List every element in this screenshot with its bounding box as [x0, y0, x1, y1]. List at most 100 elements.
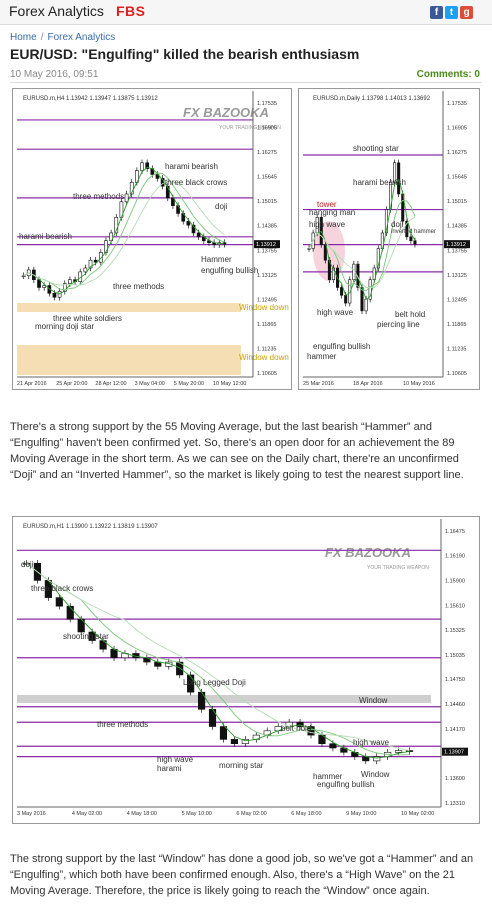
h1-x-tick-label: 10 May 02:00 [401, 811, 434, 817]
h1-candle [154, 658, 162, 670]
d-moving-average [308, 216, 416, 288]
d-y-tick-label: 1.11235 [447, 346, 466, 352]
d-y-tick-label: 1.16275 [447, 150, 467, 156]
h4-last-price-label: 1.13912 [256, 242, 276, 248]
h4-candle [62, 280, 67, 295]
h1-label-window-2: Window [361, 770, 390, 779]
h4-y-tick-label: 1.13125 [257, 273, 277, 279]
h1-label-harami: harami [157, 764, 182, 773]
h4-label-doji: doji [215, 202, 228, 211]
d-moving-average [308, 178, 416, 300]
h4-candle [114, 214, 119, 237]
comments-link[interactable]: Comments: 0 [416, 69, 480, 80]
h1-y-tick-label: 1.15900 [445, 578, 465, 584]
h4-x-tick-label: 25 Apr 20:00 [56, 381, 87, 387]
h1-candle [373, 753, 381, 765]
h4-label-harami-bearish: harami bearish [19, 232, 72, 241]
h1-y-tick-label: 1.14750 [445, 677, 465, 683]
h4-last-price-badge [254, 240, 280, 249]
h1-y-tick-label: 1.16190 [445, 553, 465, 559]
h4-window-zone-2 [17, 345, 241, 375]
d-y-tick-label: 1.17535 [447, 101, 467, 107]
article-paragraph-2: The strong support by the last “Window” … [10, 853, 474, 897]
h4-label-hammer: Hammer [201, 255, 232, 264]
d-last-price-label: 1.13912 [446, 242, 466, 248]
h1-candle [165, 658, 173, 670]
h1-y-tick-label: 1.14460 [445, 702, 465, 708]
h1-label-morning-star: morning star [219, 761, 264, 770]
d-candle [307, 245, 311, 252]
h4-moving-average [23, 181, 225, 286]
h1-watermark-sub: YOUR TRADING WEAPON [367, 565, 429, 571]
h1-candle [307, 723, 315, 739]
h4-label-window-down-1: Window down [239, 303, 289, 312]
h4-x-tick-label: 21 Apr 2016 [17, 381, 47, 387]
d-y-tick-label: 1.15645 [447, 175, 467, 181]
d-y-tick-label: 1.15015 [447, 199, 467, 205]
breadcrumb-current-link[interactable]: Forex Analytics [47, 32, 116, 43]
twitter-icon[interactable]: t [445, 6, 458, 19]
breadcrumb-home-link[interactable]: Home [10, 32, 37, 43]
breadcrumb: Home / Forex Analytics [10, 32, 115, 43]
h1-x-tick-label: 3 May 2016 [17, 811, 46, 817]
h1-y-tick-label: 1.13600 [445, 776, 465, 782]
article-title: EUR/USD: "Engulfing" killed the bearish … [10, 46, 360, 62]
h1-label-three-methods: three methods [97, 720, 148, 729]
d-candle [348, 276, 352, 307]
h1-chart: EURUSD.m,H1 1.13900 1.13922 1.13819 1.13… [17, 519, 468, 817]
d-candle [331, 264, 336, 283]
h4-label-three-methods-2: three methods [113, 282, 164, 291]
daily-label-high-wave-2: high wave [317, 308, 354, 317]
daily-label-shooting-star: shooting star [353, 144, 399, 153]
daily-label-hanging-man: hanging man [309, 208, 355, 217]
h4-y-tick-label: 1.15645 [257, 175, 277, 181]
brand-logo[interactable]: FBS [116, 3, 146, 19]
divider [10, 82, 482, 83]
h4-candle [98, 249, 103, 266]
h4-label-morning-doji-star: morning doji star [35, 322, 94, 331]
h1-label-long-legged-doji: Long Legged Doji [183, 678, 246, 687]
h1-y-tick-label: 1.15610 [445, 603, 465, 609]
h1-candle [351, 749, 359, 760]
h1-candle [362, 753, 370, 765]
h1-candle [55, 594, 63, 610]
h4-x-tick-label: 3 May 04:00 [135, 381, 165, 387]
google-plus-icon[interactable]: g [460, 6, 473, 19]
h4-chart-panel: EURUSD.m,H4 1.13942 1.13947 1.13875 1.13… [12, 88, 292, 390]
h4-y-tick-label: 1.11865 [257, 322, 276, 328]
facebook-icon[interactable]: f [430, 6, 443, 19]
h4-candle [212, 239, 216, 248]
h4-y-tick-label: 1.10605 [257, 371, 277, 377]
h1-candle [230, 736, 238, 747]
h4-candle [88, 256, 93, 272]
h1-y-tick-label: 1.15325 [445, 628, 465, 634]
h1-candle [121, 650, 129, 662]
d-candle [372, 264, 376, 283]
h1-last-price-badge [442, 747, 468, 756]
h4-moving-average [23, 172, 225, 291]
h4-candle [160, 175, 165, 190]
h1-y-tick-label: 1.13310 [445, 801, 465, 807]
daily-label-inverted-hammer: inverted hammer [391, 229, 436, 235]
d-x-tick-label: 10 May 2016 [403, 381, 435, 387]
h1-candle [241, 736, 249, 747]
h1-label-hammer: hammer [313, 772, 343, 781]
h4-candle [129, 179, 134, 198]
d-x-tick-label: 25 Mar 2016 [303, 381, 334, 387]
h1-candle [405, 747, 414, 755]
h1-candle [219, 723, 228, 743]
h1-x-tick-label: 6 May 02:00 [236, 811, 266, 817]
d-y-tick-label: 1.10605 [447, 371, 467, 377]
d-candle [393, 159, 397, 186]
daily-chart-header: EURUSD.m,Daily 1.13798 1.14013 1.13692 [313, 96, 431, 102]
h1-candle [176, 658, 184, 679]
h1-moving-average [26, 562, 410, 756]
h4-label-three-methods-1: three methods [73, 192, 124, 201]
h1-label-doji: doji [21, 560, 34, 569]
h1-label-three-black-crows: three black crows [31, 584, 93, 593]
d-y-tick-label: 1.11865 [447, 322, 466, 328]
d-candle [368, 276, 372, 303]
d-candle [319, 214, 323, 248]
h1-label-window-1: Window [359, 696, 388, 705]
h4-label-three-black-crows: three black crows [165, 178, 227, 187]
